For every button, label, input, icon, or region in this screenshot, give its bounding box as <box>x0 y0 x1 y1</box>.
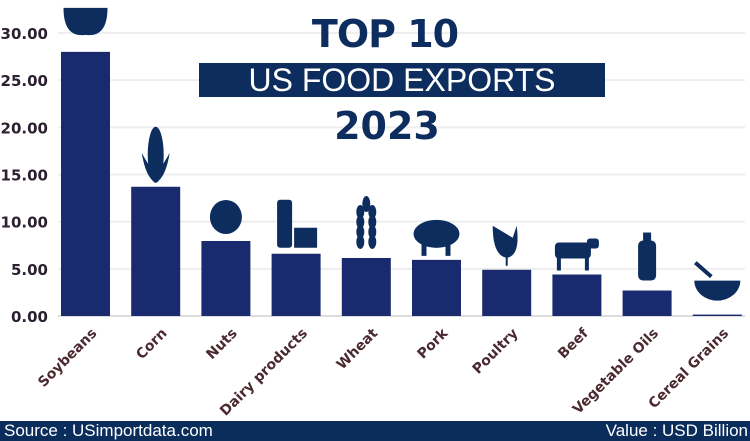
x-tick-label: Wheat <box>334 325 382 373</box>
y-tick-label: 15.00 <box>1 167 48 185</box>
bar-poultry <box>482 269 532 316</box>
nut-icon <box>209 200 242 235</box>
bar-pork <box>412 259 461 316</box>
y-tick-label: 20.00 <box>1 119 48 137</box>
x-tick-label: Soybeans <box>35 326 100 391</box>
y-tick-label: 0.00 <box>11 308 48 326</box>
bar-soybeans <box>61 51 110 316</box>
x-tick-label: Nuts <box>203 326 240 363</box>
milk-cheese-icon <box>277 199 318 248</box>
y-tick-label: 10.00 <box>1 214 48 232</box>
y-tick-label: 25.00 <box>1 72 48 90</box>
x-tick-label: Pork <box>414 325 451 362</box>
bar-beef <box>552 274 602 316</box>
chart-title-top: TOP 10 <box>311 12 459 56</box>
unit-text: Value : USD Billion <box>605 421 748 440</box>
cereal-bowl-icon <box>693 261 741 301</box>
corn-icon <box>141 126 170 183</box>
chart-title-banner: US FOOD EXPORTS <box>199 63 605 97</box>
chicken-icon <box>492 225 518 266</box>
bar-corn <box>131 186 181 316</box>
x-tick-label: Corn <box>133 326 170 363</box>
soybean-icon <box>63 7 108 36</box>
x-tick-label: Beef <box>555 325 592 362</box>
chart-title-year: 2023 <box>334 104 440 148</box>
bar-nuts <box>201 241 251 316</box>
bar-wheat <box>341 257 391 316</box>
wheat-icon <box>356 195 377 249</box>
source-text: Source : USimportdata.com <box>4 421 213 440</box>
pig-icon <box>413 219 460 256</box>
cow-icon <box>554 238 599 271</box>
bar-dairy-products <box>271 253 321 316</box>
bar-vegetable-oils <box>622 290 672 316</box>
y-tick-label: 30.00 <box>1 25 48 43</box>
footer-bar: Source : USimportdata.com Value : USD Bi… <box>0 421 750 441</box>
oil-bottle-icon <box>638 232 657 281</box>
y-tick-label: 5.00 <box>11 261 48 279</box>
bar-cereal-grains <box>692 314 742 316</box>
x-tick-label: Poultry <box>470 326 522 378</box>
